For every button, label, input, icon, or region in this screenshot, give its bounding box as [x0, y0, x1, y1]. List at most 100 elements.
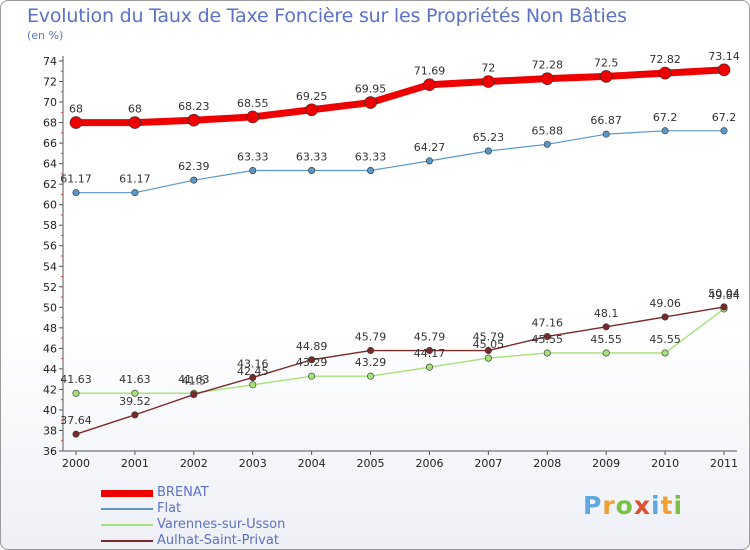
- data-label: 69.95: [355, 83, 387, 96]
- data-point: [658, 66, 672, 80]
- data-point: [602, 323, 610, 331]
- data-point: [543, 140, 551, 148]
- data-label: 68.55: [237, 97, 269, 110]
- data-point: [131, 189, 139, 197]
- data-label: 68: [69, 103, 83, 116]
- data-label: 48.1: [594, 307, 619, 320]
- data-label: 43.29: [355, 356, 387, 369]
- data-point: [602, 349, 610, 357]
- y-tick-label: 64: [43, 158, 57, 171]
- data-label: 72.28: [532, 59, 564, 72]
- x-tick-label: 2009: [592, 457, 620, 470]
- logo-letter: r: [602, 491, 616, 520]
- series-line-2: [76, 308, 725, 394]
- data-point: [661, 127, 669, 135]
- legend-label: Aulhat-Saint-Privat: [157, 533, 279, 548]
- y-tick-label: 50: [43, 301, 57, 314]
- data-point: [425, 347, 433, 355]
- chart-title: Evolution du Taux de Taxe Foncière sur l…: [27, 5, 627, 27]
- data-label: 45.55: [649, 333, 681, 346]
- data-point: [187, 113, 201, 127]
- legend-swatch: [101, 489, 153, 497]
- series-line-1: [76, 130, 724, 194]
- legend-label: Varennes-sur-Usson: [157, 517, 286, 532]
- data-label: 49.84: [708, 289, 740, 302]
- y-tick-label: 44: [43, 363, 57, 376]
- data-label: 62.39: [178, 160, 210, 173]
- x-tick-label: 2010: [651, 457, 679, 470]
- logo-letter: P: [583, 491, 603, 520]
- data-point: [543, 349, 551, 357]
- data-label: 69.25: [296, 90, 328, 103]
- data-point: [72, 389, 80, 397]
- data-point: [367, 372, 375, 380]
- y-tick-label: 72: [43, 76, 57, 89]
- data-point: [364, 96, 377, 109]
- y-tick-label: 58: [43, 219, 57, 232]
- data-label: 43.16: [237, 358, 269, 371]
- y-tick-label: 66: [43, 137, 57, 150]
- data-label: 73.14: [708, 50, 740, 63]
- x-tick-label: 2011: [710, 457, 738, 470]
- data-point: [249, 381, 257, 389]
- legend-swatch: [101, 508, 153, 510]
- series-line-3: [75, 306, 725, 435]
- y-tick-label: 42: [43, 383, 57, 396]
- y-tick-label: 48: [43, 322, 57, 335]
- y-tick-label: 52: [43, 281, 57, 294]
- data-point: [482, 75, 495, 88]
- data-point: [249, 167, 257, 175]
- data-point: [72, 430, 80, 438]
- data-point: [128, 116, 142, 129]
- data-label: 63.33: [296, 151, 328, 164]
- logo-letter: i: [651, 491, 661, 520]
- data-point: [308, 356, 316, 364]
- data-label: 64.27: [414, 141, 446, 154]
- data-label: 71.69: [414, 65, 446, 78]
- data-label: 68.23: [178, 100, 210, 113]
- data-point: [602, 130, 610, 138]
- data-label: 45.55: [532, 333, 564, 346]
- legend-label: BRENAT: [157, 485, 209, 500]
- data-point: [308, 167, 316, 175]
- data-point: [72, 189, 80, 197]
- data-point: [308, 372, 316, 380]
- legend-swatch: [101, 540, 153, 542]
- data-label: 44.89: [296, 340, 328, 353]
- data-label: 67.2: [653, 111, 678, 124]
- y-tick-label: 54: [43, 260, 57, 273]
- y-tick-label: 68: [43, 117, 57, 130]
- data-point: [131, 389, 139, 397]
- x-tick-label: 2001: [121, 457, 149, 470]
- data-point: [249, 374, 257, 382]
- y-tick-label: 40: [43, 404, 57, 417]
- data-label: 39.52: [119, 395, 151, 408]
- y-tick-label: 46: [43, 342, 57, 355]
- data-label: 67.2: [712, 111, 737, 124]
- data-point: [661, 349, 669, 357]
- y-tick-label: 60: [43, 199, 57, 212]
- data-label: 49.06: [649, 297, 681, 310]
- data-point: [190, 176, 198, 184]
- x-tick-label: 2006: [415, 457, 443, 470]
- data-label: 43.29: [296, 356, 328, 369]
- data-point: [425, 363, 433, 371]
- legend-swatch: [101, 524, 153, 526]
- data-label: 72: [481, 62, 495, 75]
- data-point: [305, 103, 318, 117]
- data-label: 63.33: [237, 151, 269, 164]
- x-tick-label: 2002: [180, 457, 208, 470]
- data-label: 65.88: [532, 124, 564, 137]
- data-point: [484, 354, 492, 362]
- data-point: [720, 303, 728, 311]
- x-tick-label: 2005: [357, 457, 385, 470]
- x-tick-label: 2004: [298, 457, 326, 470]
- y-tick-label: 74: [43, 55, 57, 68]
- logo-letter: o: [615, 491, 634, 520]
- data-label: 45.79: [355, 331, 387, 344]
- data-label: 45.05: [473, 338, 505, 351]
- data-label: 45.55: [590, 333, 622, 346]
- data-label: 41.63: [60, 373, 92, 386]
